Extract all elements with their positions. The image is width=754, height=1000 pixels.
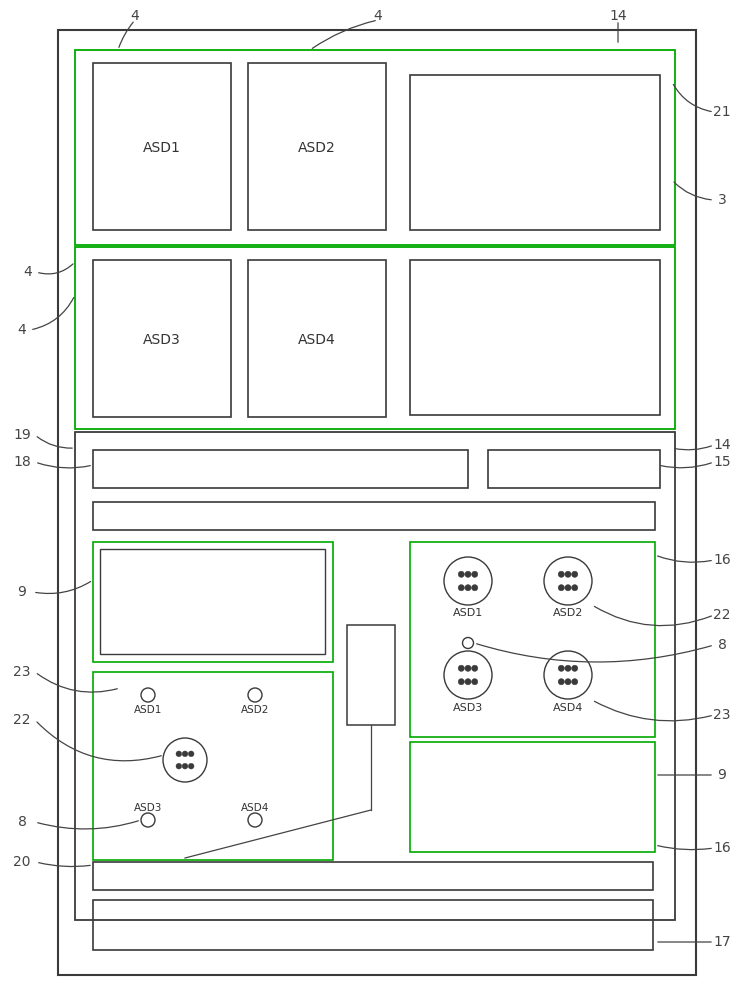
- Circle shape: [558, 665, 565, 671]
- Circle shape: [462, 638, 474, 648]
- Text: 19: 19: [13, 428, 31, 442]
- Bar: [75, 432, 675, 920]
- Text: 9: 9: [718, 768, 726, 782]
- Circle shape: [471, 679, 478, 685]
- Circle shape: [544, 651, 592, 699]
- Text: 14: 14: [609, 9, 627, 23]
- Text: 16: 16: [713, 553, 731, 567]
- Text: 14: 14: [713, 438, 731, 452]
- Text: 21: 21: [713, 105, 731, 119]
- Text: 9: 9: [17, 585, 26, 599]
- Circle shape: [465, 665, 471, 671]
- Text: 4: 4: [374, 9, 382, 23]
- Circle shape: [565, 665, 571, 671]
- Bar: [410, 260, 660, 415]
- Text: ASD2: ASD2: [241, 705, 269, 715]
- Text: 8: 8: [718, 638, 726, 652]
- Circle shape: [248, 813, 262, 827]
- Text: 3: 3: [718, 193, 726, 207]
- Circle shape: [471, 665, 478, 671]
- Circle shape: [558, 679, 565, 685]
- Bar: [248, 260, 386, 417]
- Circle shape: [176, 763, 182, 769]
- Bar: [488, 450, 660, 488]
- Bar: [248, 63, 386, 230]
- Circle shape: [471, 585, 478, 591]
- Text: 16: 16: [713, 841, 731, 855]
- Text: ASD4: ASD4: [241, 803, 269, 813]
- Circle shape: [141, 813, 155, 827]
- Bar: [93, 450, 468, 488]
- Circle shape: [444, 557, 492, 605]
- Text: 20: 20: [14, 855, 31, 869]
- Circle shape: [572, 585, 578, 591]
- Circle shape: [182, 763, 188, 769]
- Circle shape: [572, 665, 578, 671]
- Bar: [93, 502, 655, 530]
- Text: ASD2: ASD2: [553, 608, 583, 618]
- Circle shape: [188, 763, 194, 769]
- Text: ASD2: ASD2: [298, 141, 336, 155]
- Circle shape: [572, 571, 578, 577]
- Bar: [93, 862, 653, 890]
- Circle shape: [544, 557, 592, 605]
- Circle shape: [444, 651, 492, 699]
- Text: 15: 15: [713, 455, 731, 469]
- Circle shape: [458, 571, 464, 577]
- Bar: [75, 247, 675, 429]
- Text: ASD4: ASD4: [298, 333, 336, 347]
- Text: ASD1: ASD1: [143, 141, 181, 155]
- Circle shape: [465, 571, 471, 577]
- Circle shape: [176, 751, 182, 757]
- Bar: [93, 63, 231, 230]
- Text: ASD1: ASD1: [453, 608, 483, 618]
- Bar: [100, 549, 325, 654]
- Text: 22: 22: [14, 713, 31, 727]
- Circle shape: [471, 571, 478, 577]
- Bar: [93, 672, 333, 860]
- Text: ASD1: ASD1: [133, 705, 162, 715]
- Text: 22: 22: [713, 608, 731, 622]
- Text: ASD3: ASD3: [143, 333, 181, 347]
- Circle shape: [565, 585, 571, 591]
- Circle shape: [572, 679, 578, 685]
- Text: 17: 17: [713, 935, 731, 949]
- Text: ASD3: ASD3: [453, 703, 483, 713]
- Circle shape: [565, 679, 571, 685]
- Bar: [93, 542, 333, 662]
- Bar: [93, 260, 231, 417]
- Circle shape: [558, 571, 565, 577]
- Text: ASD3: ASD3: [133, 803, 162, 813]
- Text: ASD4: ASD4: [553, 703, 583, 713]
- Circle shape: [182, 751, 188, 757]
- Circle shape: [141, 688, 155, 702]
- Bar: [410, 742, 655, 852]
- Bar: [58, 30, 696, 975]
- Circle shape: [465, 585, 471, 591]
- Circle shape: [188, 751, 194, 757]
- Circle shape: [163, 738, 207, 782]
- Text: 8: 8: [17, 815, 26, 829]
- Bar: [410, 75, 660, 230]
- Circle shape: [465, 679, 471, 685]
- Bar: [347, 625, 395, 725]
- Circle shape: [248, 688, 262, 702]
- Circle shape: [458, 585, 464, 591]
- Circle shape: [565, 571, 571, 577]
- Circle shape: [458, 679, 464, 685]
- Text: 18: 18: [13, 455, 31, 469]
- Text: 4: 4: [23, 265, 32, 279]
- Bar: [93, 900, 653, 950]
- Text: 23: 23: [713, 708, 731, 722]
- Bar: [75, 50, 675, 245]
- Text: 4: 4: [17, 323, 26, 337]
- Bar: [410, 542, 655, 737]
- Circle shape: [458, 665, 464, 671]
- Text: 23: 23: [14, 665, 31, 679]
- Circle shape: [558, 585, 565, 591]
- Text: 4: 4: [130, 9, 139, 23]
